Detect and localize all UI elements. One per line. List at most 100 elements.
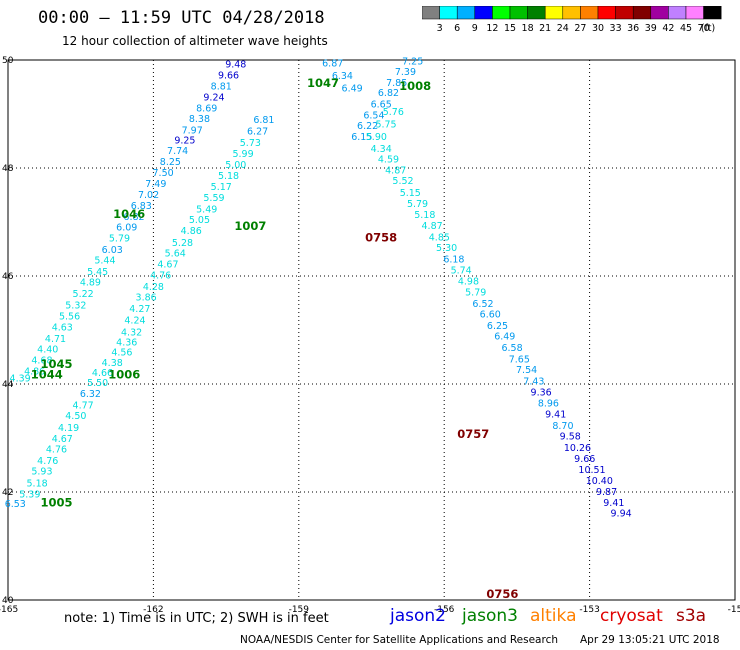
wave-height-point: 5.75 — [375, 120, 396, 131]
wave-height-point: 4.63 — [52, 323, 73, 334]
wave-height-point: 9.58 — [560, 432, 581, 443]
colorbar-tick-label: 39 — [645, 23, 657, 34]
wave-height-point: 4.38 — [102, 358, 123, 369]
pass-time-label: 1046 — [113, 207, 145, 221]
wave-height-point: 5.90 — [366, 132, 387, 143]
colorbar-tick-label: 27 — [574, 23, 586, 34]
wave-height-point: 4.67 — [52, 434, 73, 445]
wave-height-point: 5.05 — [189, 215, 210, 226]
wave-height-point: 4.34 — [371, 144, 392, 155]
pass-time-label: 1044 — [31, 368, 63, 382]
pass-time-label: 1007 — [234, 219, 266, 233]
y-tick-label: 50 — [2, 56, 14, 66]
wave-height-point: 5.15 — [400, 188, 421, 199]
wave-height-point: 4.76 — [37, 456, 58, 467]
wave-height-point: 4.76 — [150, 271, 171, 282]
footer-timestamp: Apr 29 13:05:21 UTC 2018 — [580, 634, 720, 646]
legend-altika: altika — [530, 606, 577, 626]
colorbar-tick-label: 33 — [610, 23, 622, 34]
wave-height-point: 4.77 — [73, 400, 94, 411]
satellite-track: 7.257.397.856.826.656.546.226.155.905.75… — [322, 56, 423, 143]
wave-height-point: 7.74 — [167, 146, 188, 157]
colorbar-tick-label: 36 — [627, 23, 639, 34]
pass-time-label: 1045 — [40, 357, 72, 371]
y-tick-label: 44 — [2, 380, 14, 390]
wave-height-point: 8.69 — [196, 103, 217, 114]
pass-time-label: 1006 — [108, 368, 140, 382]
wave-height-point: 5.56 — [59, 312, 80, 323]
wave-height-point: 7.49 — [145, 179, 166, 190]
wave-height-point: 9.87 — [596, 487, 617, 498]
y-tick-label: 40 — [2, 596, 14, 606]
wave-height-point: 6.82 — [378, 88, 399, 99]
wave-height-point: 6.49 — [342, 83, 363, 94]
colorbar-tick-label: 18 — [522, 23, 534, 34]
wave-height-point: 4.56 — [111, 347, 132, 358]
satellite-track: 4.394.864.684.404.714.635.565.325.224.89… — [10, 60, 247, 385]
wave-height-point: 5.32 — [65, 300, 86, 311]
wave-height-point: 4.67 — [157, 259, 178, 270]
x-tick-label: -153 — [579, 605, 599, 615]
wave-height-point: 6.03 — [102, 245, 123, 256]
wave-height-point: 5.18 — [218, 171, 239, 182]
wave-height-point: 4.86 — [24, 366, 45, 377]
wave-height-point: 5.99 — [232, 149, 253, 160]
wave-height-point: 7.65 — [509, 354, 530, 365]
x-tick-label: -15 — [728, 605, 740, 615]
wave-height-point: 4.40 — [37, 345, 58, 356]
legend-cryosat: cryosat — [600, 606, 663, 626]
colorbar: 3 6 9 12 15 18 21 24 27 30 33 36 39 42 45 70(ft) — [422, 6, 722, 34]
wave-height-point: 4.87 — [422, 221, 443, 232]
wave-height-point: 5.39 — [19, 489, 40, 500]
y-tick-label: 46 — [2, 272, 14, 282]
y-tick-label: 42 — [2, 488, 13, 498]
wave-height-point: 6.52 — [472, 299, 493, 310]
wave-height-point: 6.54 — [363, 110, 384, 121]
colorbar-tick-label: 6 — [454, 23, 460, 34]
colorbar-swatch — [703, 6, 722, 20]
wave-height-point: 8.38 — [189, 114, 210, 125]
wave-height-point: 8.81 — [211, 82, 232, 93]
colorbar-tick-label: 15 — [504, 23, 516, 34]
wave-height-point: 6.18 — [443, 255, 464, 266]
wave-height-point: 6.60 — [480, 310, 501, 321]
wave-height-point: 7.54 — [516, 365, 537, 376]
wave-height-point: 6.22 — [357, 121, 378, 132]
wave-height-point: 5.73 — [240, 138, 261, 149]
x-tick-label: -165 — [0, 605, 18, 615]
colorbar-tick-label: 42 — [662, 23, 674, 34]
wave-height-point: 4.86 — [181, 226, 202, 237]
pass-time-label: 1008 — [399, 79, 431, 93]
wave-height-point: 7.50 — [153, 168, 174, 179]
wave-height-point: 6.09 — [116, 223, 137, 234]
wave-height-point: 6.65 — [371, 100, 392, 111]
wave-height-point: 3.86 — [136, 292, 157, 303]
wave-height-point: 6.81 — [253, 115, 274, 126]
plot-frame — [7, 59, 736, 601]
satellite-track: 6.535.395.185.934.764.764.674.194.504.77… — [5, 115, 275, 510]
wave-height-point: 9.41 — [603, 498, 624, 509]
wave-height-point: 7.39 — [395, 67, 416, 78]
wave-height-point: 5.18 — [27, 479, 48, 490]
legend-jason2: jason2 — [390, 606, 446, 626]
wave-height-point: 5.49 — [196, 204, 217, 215]
wave-height-point: 7.43 — [523, 377, 544, 388]
wave-height-point: 4.24 — [124, 316, 145, 327]
colorbar-tick-label: 12 — [486, 23, 498, 34]
pass-time-label: 0756 — [486, 587, 518, 601]
wave-height-point: 5.44 — [94, 256, 115, 267]
wave-height-point: 4.59 — [378, 155, 399, 166]
wave-height-point: 5.79 — [407, 199, 428, 210]
x-tick-label: -159 — [289, 605, 310, 615]
wave-height-point: 5.74 — [451, 265, 472, 276]
chart-title: 00:00 – 11:59 UTC 04/28/2018 — [38, 8, 325, 28]
pass-time-label: 0758 — [365, 230, 397, 244]
wave-height-point: 4.76 — [46, 445, 67, 456]
wave-height-point: 8.25 — [160, 157, 181, 168]
wave-height-point: 5.22 — [73, 289, 94, 300]
wave-height-point: 5.50 — [87, 378, 108, 389]
wave-height-point: 5.79 — [465, 287, 486, 298]
wave-height-point: 4.68 — [31, 355, 52, 366]
wave-height-point: 9.24 — [203, 93, 224, 104]
colorbar-tick-label: 24 — [557, 23, 569, 34]
